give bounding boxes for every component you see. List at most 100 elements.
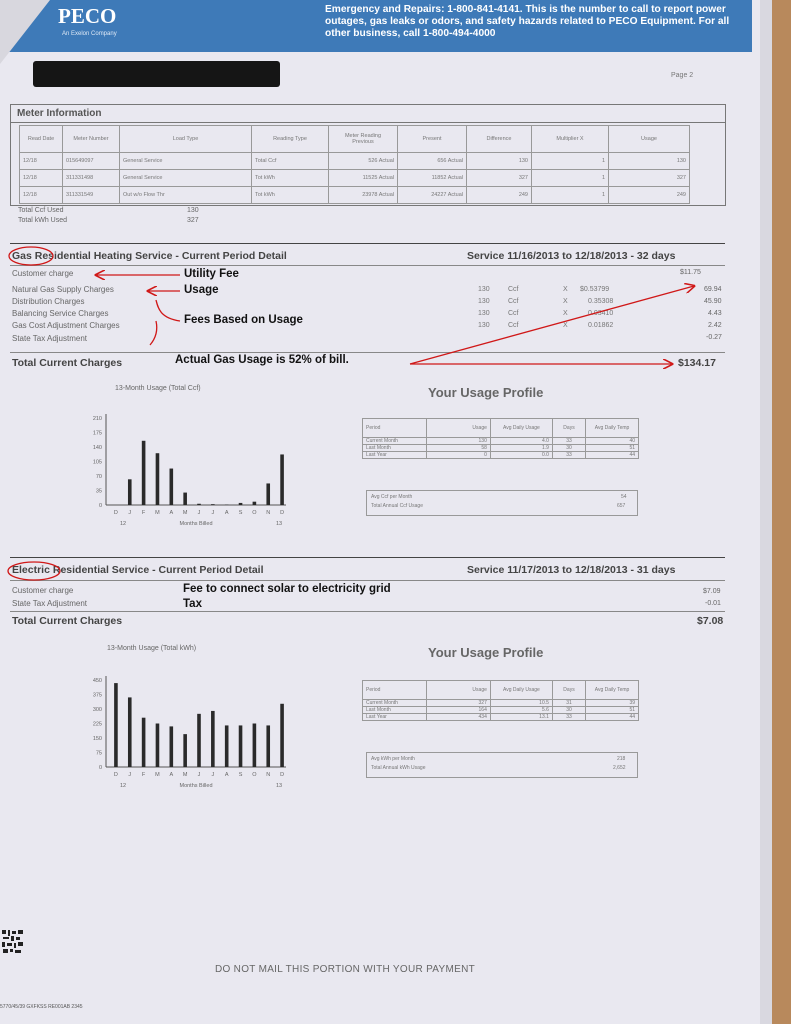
- electric-total-label: Total Current Charges: [12, 615, 123, 627]
- electric-profile-title: Your Usage Profile: [428, 645, 544, 660]
- table-row: Current Month 130 4.0 33 40: [361, 437, 639, 445]
- annotation-tax: Tax: [183, 598, 202, 610]
- y-tick-label: 105: [93, 460, 102, 466]
- gas-charge-qty: 130: [478, 298, 490, 305]
- electric-charge-label: Customer charge: [12, 586, 74, 595]
- gas-total-amount: $134.17: [678, 357, 716, 369]
- profile-header-row: Period Usage Avg Daily Usage Days Avg Da…: [361, 680, 639, 700]
- x-tick-label: F: [142, 510, 146, 516]
- bar: [280, 454, 284, 505]
- x-tick-label: J: [211, 772, 214, 778]
- bill-page: PECO An Exelon Company Emergency and Rep…: [0, 0, 772, 1024]
- meter-table: Read Date Meter Number Load Type Reading…: [19, 125, 690, 204]
- x-tick-label: D: [114, 772, 118, 778]
- x-tick-label: N: [266, 510, 270, 516]
- cell: 10.5: [489, 699, 553, 707]
- electric-average-box: Avg kWh per Month 218 Total Annual kWh U…: [366, 752, 638, 778]
- gas-charge-x: X: [563, 286, 568, 293]
- bar: [114, 683, 118, 767]
- cell: 11525 Actual: [328, 169, 398, 187]
- cell: 30: [551, 444, 587, 452]
- bar: [238, 502, 243, 505]
- meter-totals-values: 130 327: [187, 206, 199, 226]
- cell: 1: [531, 186, 609, 204]
- x-tick-label: M: [183, 772, 188, 778]
- table-row: 12/18 015649097 General Service Total Cc…: [19, 152, 690, 170]
- cell: 015649097: [62, 152, 120, 170]
- electric-service-period: Service 11/17/2013 to 12/18/2013 - 31 da…: [467, 564, 676, 576]
- x-tick-label: J: [128, 510, 131, 516]
- gas-charge-qty: 130: [478, 310, 490, 317]
- total-kwh-value: 327: [187, 217, 199, 224]
- x-tick-label: M: [155, 772, 160, 778]
- footer-code: 5770/45/39 GXFKSS RE001AB 2345: [0, 1004, 83, 1010]
- cell: 1.9: [489, 444, 553, 452]
- meter-totals-labels: Total Ccf Used Total kWh Used: [18, 206, 67, 226]
- annotation-utility-fee: Utility Fee: [184, 268, 239, 280]
- x-tick-label: D: [280, 772, 284, 778]
- cell: Tot kWh: [251, 186, 329, 204]
- bar: [238, 725, 243, 767]
- bar: [155, 453, 160, 505]
- col-multiplier: Multiplier X: [531, 125, 609, 153]
- col-usage: Usage: [426, 418, 491, 438]
- cell: 311331549: [62, 186, 120, 204]
- gas-chart-title: 13-Month Usage (Total Ccf): [115, 385, 201, 392]
- cell: 51: [585, 706, 639, 714]
- gas-charge-rate: 0.35308: [588, 298, 614, 305]
- cell: 11852 Actual: [397, 169, 467, 187]
- cell: 12/18: [19, 186, 63, 204]
- electric-section-title: Electric Residential Service - Current P…: [12, 564, 264, 576]
- col-avg-daily-temp: Avg Daily Temp: [585, 418, 639, 438]
- y-tick-label: 300: [93, 707, 102, 713]
- bar: [211, 710, 215, 767]
- cell: 327: [608, 169, 690, 187]
- cell: 0: [426, 451, 491, 459]
- x-tick-label: D: [114, 510, 118, 516]
- cell: 130: [466, 152, 532, 170]
- table-row: Last Month 164 5.6 30 51: [361, 706, 639, 714]
- x-end-label: 13: [276, 783, 282, 789]
- bar: [141, 440, 146, 505]
- gas-avg-label: Avg Ccf per Month: [371, 494, 413, 500]
- cell: 44: [585, 451, 639, 459]
- col-previous-label: Previous: [352, 139, 374, 145]
- col-previous: Meter Reading Previous: [328, 125, 398, 153]
- gas-charge-amount: -0.27: [706, 334, 722, 341]
- redacted-address: [33, 61, 280, 87]
- annotation-usage: Usage: [184, 284, 219, 296]
- col-load-type: Load Type: [119, 125, 252, 153]
- meter-reading-group: Meter Reading: [344, 133, 382, 139]
- cell: 130: [426, 437, 491, 445]
- meter-header-row: Read Date Meter Number Load Type Reading…: [19, 125, 690, 153]
- annotation-fee-solar: Fee to connect solar to electricity grid: [183, 583, 391, 595]
- gas-charge-label: Customer charge: [12, 269, 74, 278]
- cell: General Service: [119, 169, 252, 187]
- x-axis-label: Months Billed: [179, 521, 212, 527]
- electric-annual-value: 2,652: [613, 765, 626, 771]
- col-period: Period: [361, 680, 428, 700]
- bar: [266, 725, 271, 767]
- corner-fold: [0, 0, 50, 64]
- x-tick-label: A: [225, 772, 229, 778]
- table-row: Last Year 0 0.0 33 44: [361, 451, 639, 459]
- annotation-fees-based: Fees Based on Usage: [184, 314, 303, 326]
- cell: 249: [466, 186, 532, 204]
- bar: [280, 703, 284, 767]
- gas-charge-qty: 130: [478, 286, 490, 293]
- x-tick-label: O: [252, 510, 257, 516]
- bar: [197, 713, 201, 767]
- cell: 30: [551, 706, 587, 714]
- cell: 33: [551, 437, 587, 445]
- y-tick-label: 210: [93, 416, 102, 422]
- gas-charge-x: X: [563, 310, 568, 317]
- electric-total-amount: $7.08: [697, 615, 724, 627]
- cell: 58: [426, 444, 491, 452]
- col-period: Period: [361, 418, 428, 438]
- paper-edge: [760, 0, 772, 1024]
- bar: [252, 501, 257, 505]
- gas-section-title: Gas Residential Heating Service - Curren…: [12, 250, 287, 262]
- col-difference: Difference: [466, 125, 532, 153]
- x-tick-label: S: [239, 772, 243, 778]
